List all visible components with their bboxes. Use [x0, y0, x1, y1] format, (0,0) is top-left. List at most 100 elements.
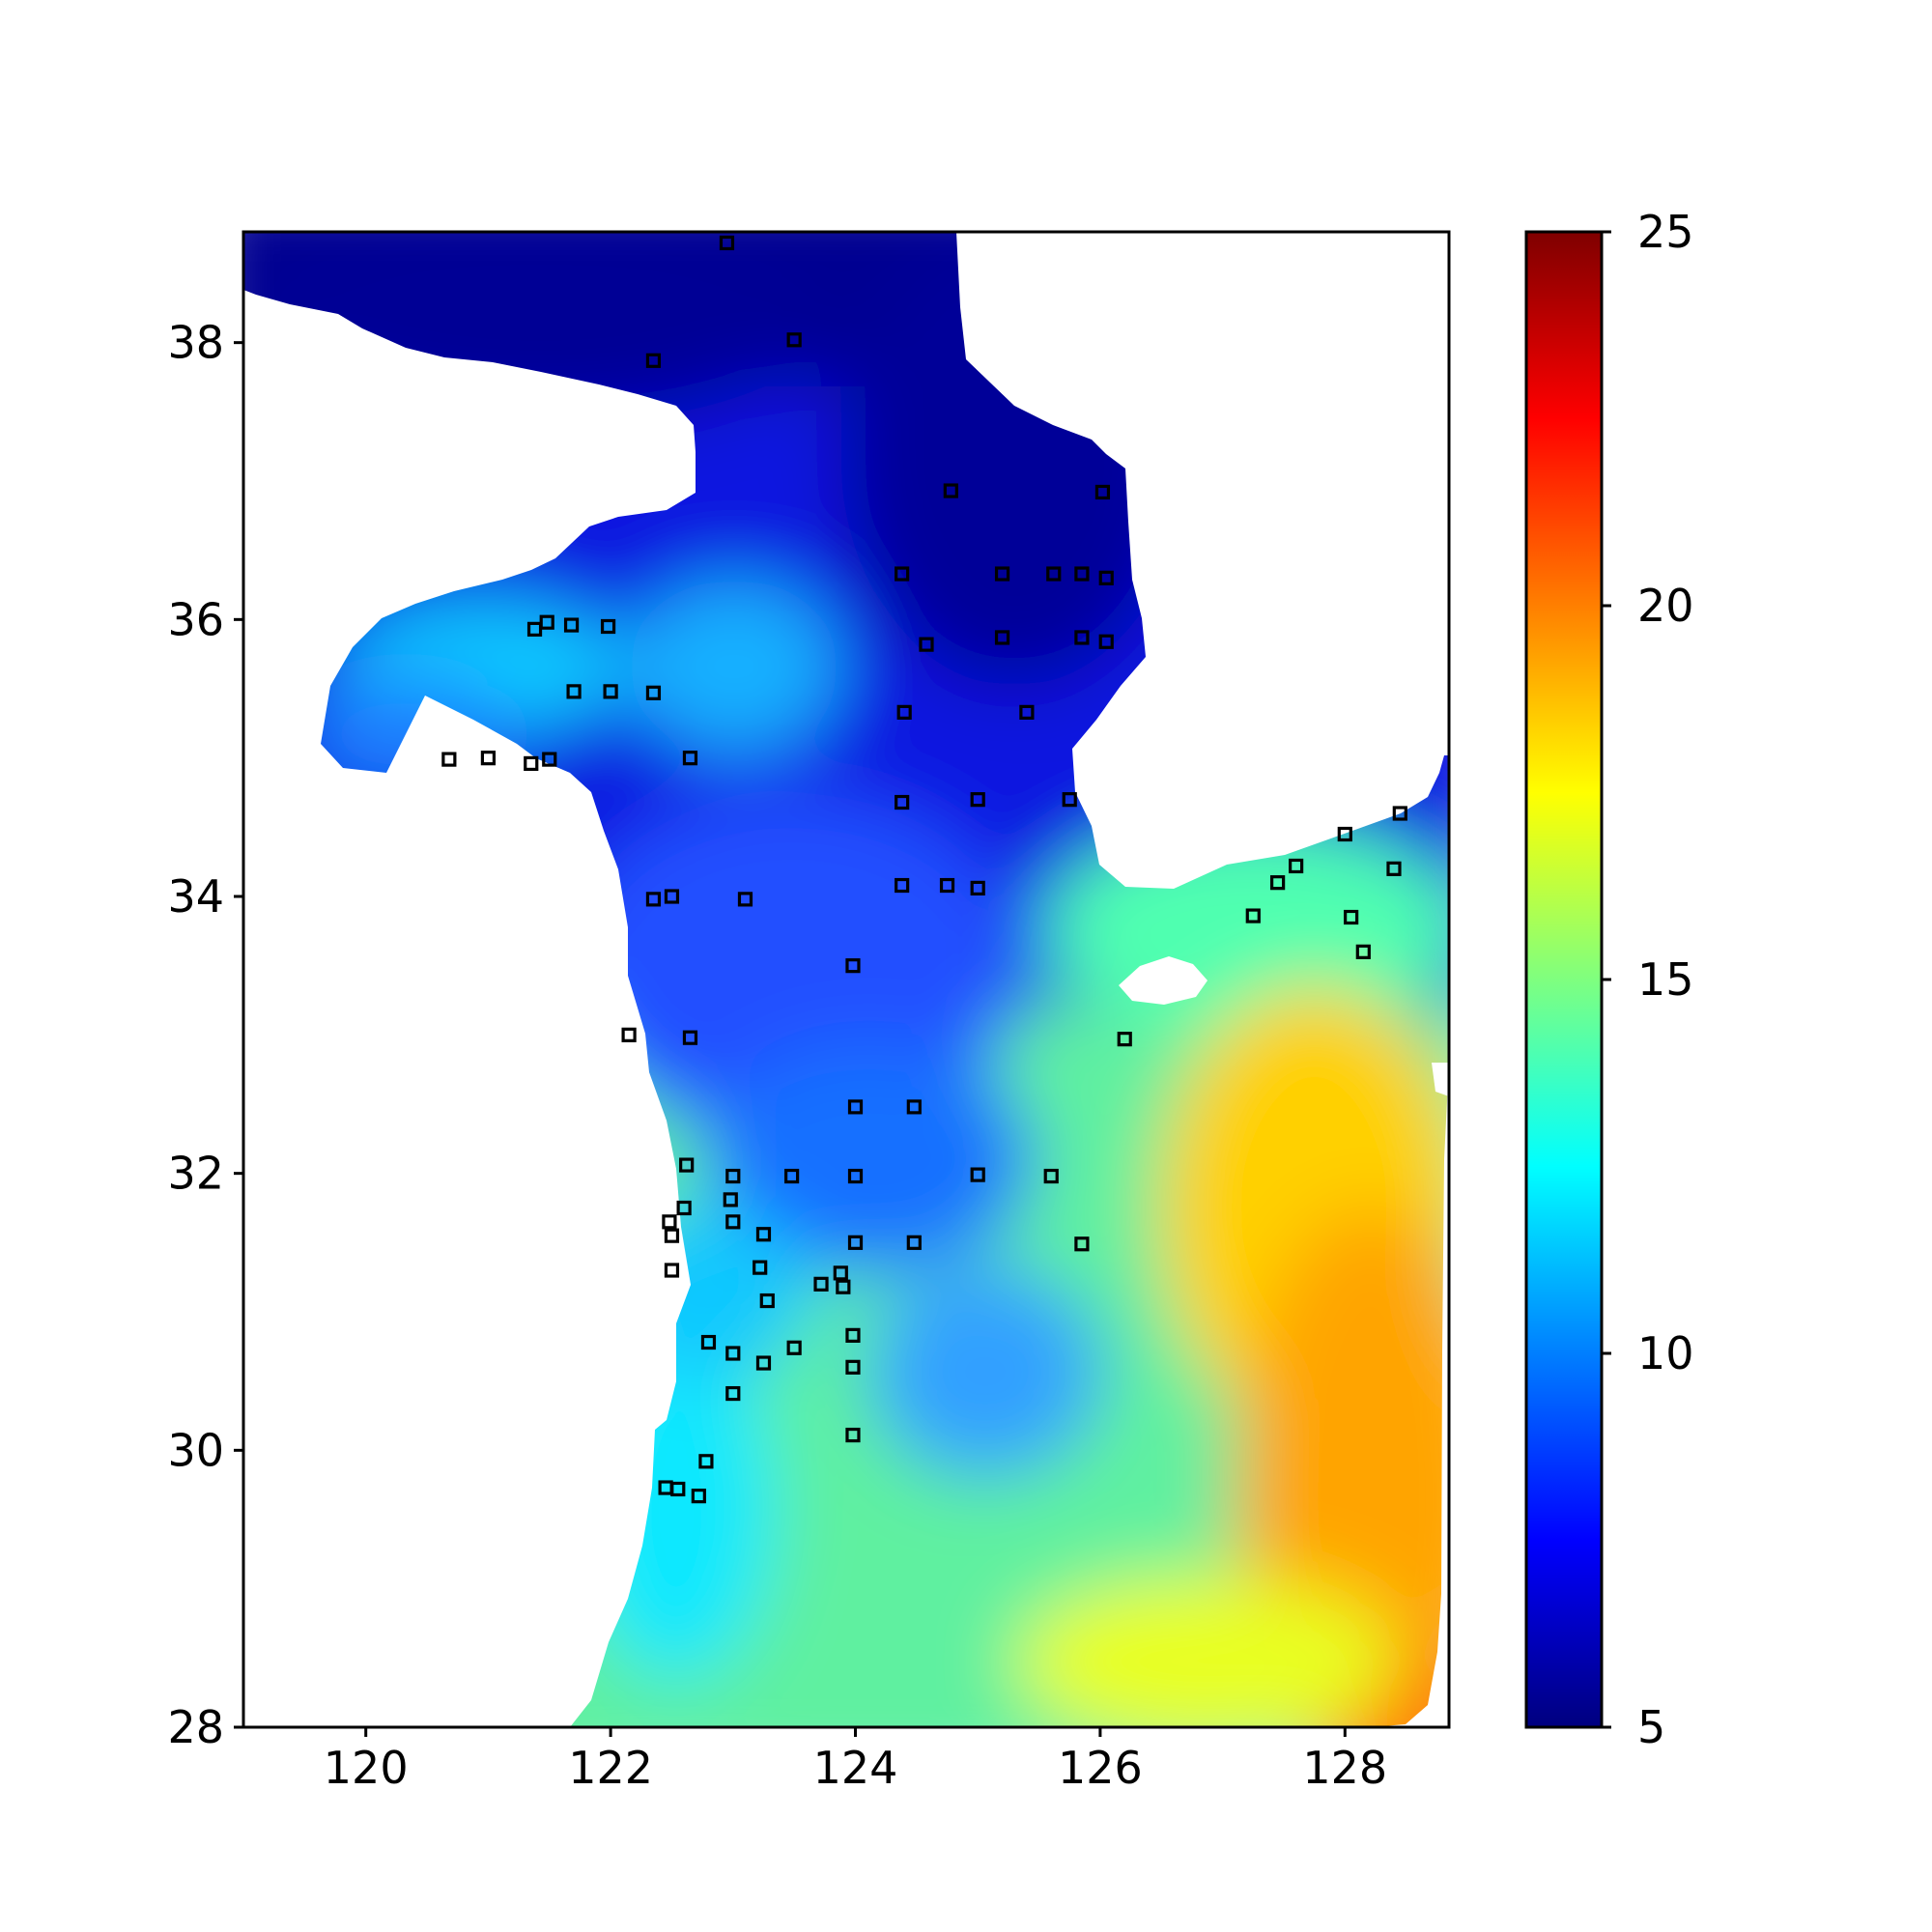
- colorbar-tick-label: 15: [1637, 953, 1694, 1006]
- station-marker: [1094, 484, 1111, 500]
- station-marker: [664, 1263, 680, 1278]
- station-marker: [566, 684, 582, 699]
- station-marker: [994, 566, 1010, 582]
- station-marker: [755, 1227, 772, 1242]
- station-marker: [896, 704, 912, 720]
- field-yellow-south: [1014, 1575, 1401, 1727]
- station-marker: [542, 752, 557, 767]
- station-marker: [725, 1214, 741, 1230]
- station-marker: [970, 880, 985, 896]
- station-marker: [1355, 944, 1371, 959]
- station-marker: [1019, 704, 1035, 720]
- station-marker: [563, 617, 580, 633]
- station-marker: [813, 1276, 829, 1292]
- station-marker: [786, 332, 802, 348]
- station-marker: [679, 1157, 695, 1173]
- station-marker: [441, 752, 457, 767]
- station-marker: [725, 1346, 741, 1361]
- station-marker: [1386, 861, 1402, 876]
- station-marker: [970, 1167, 985, 1182]
- station-marker: [847, 1099, 864, 1115]
- station-marker: [847, 1235, 864, 1250]
- station-marker: [759, 1293, 775, 1309]
- station-marker: [737, 892, 753, 907]
- y-tick-label: 30: [167, 1424, 224, 1476]
- y-tick-label: 36: [167, 593, 224, 645]
- axes-frame: [242, 230, 1451, 1729]
- station-marker: [676, 1200, 692, 1216]
- station-marker: [784, 1168, 800, 1184]
- station-marker: [753, 1260, 768, 1275]
- station-marker: [895, 794, 910, 810]
- station-marker: [970, 792, 985, 808]
- station-marker: [845, 1327, 861, 1343]
- y-axis: 28 30 32 34 36 38: [167, 317, 243, 1753]
- station-marker: [1392, 806, 1407, 821]
- y-tick-label: 28: [167, 1701, 224, 1753]
- station-marker: [700, 1334, 717, 1350]
- station-marker: [723, 1192, 738, 1208]
- station-marker: [682, 751, 698, 766]
- station-marker: [1074, 630, 1090, 645]
- station-marker: [664, 1228, 680, 1243]
- station-marker: [725, 1385, 741, 1402]
- station-marker: [1062, 792, 1077, 808]
- station-marker: [621, 1027, 637, 1042]
- x-tick-label: 126: [1058, 1742, 1143, 1794]
- station-marker: [755, 1355, 772, 1371]
- x-tick-label: 122: [568, 1742, 653, 1794]
- station-marker: [1245, 908, 1261, 923]
- x-tick-label: 128: [1302, 1742, 1387, 1794]
- plot-area: 120 122 124 126 128 28 30 32 34 36 38: [167, 230, 1451, 1794]
- y-tick-label: 38: [167, 317, 224, 369]
- colorbar-ticks: 5 10 15 20 25: [1602, 206, 1694, 1753]
- field-blue-southwest: [869, 1265, 1101, 1478]
- station-marker: [845, 1427, 861, 1443]
- station-marker: [698, 1454, 714, 1469]
- colorbar-tick-label: 20: [1637, 580, 1694, 632]
- station-marker: [645, 353, 662, 368]
- station-marker: [682, 1030, 698, 1045]
- station-marker: [1289, 858, 1304, 874]
- field-cyan-center: [628, 580, 840, 753]
- station-marker: [895, 877, 910, 894]
- colorbar-tick-label: 5: [1637, 1701, 1665, 1753]
- station-marker: [1270, 875, 1286, 891]
- station-marker: [943, 483, 958, 498]
- station-marker: [1098, 570, 1114, 585]
- station-marker: [847, 1168, 864, 1184]
- station-marker: [906, 1235, 922, 1250]
- station-marker: [906, 1099, 922, 1115]
- station-marker: [645, 685, 662, 700]
- colorbar-tick-label: 10: [1637, 1327, 1694, 1379]
- station-marker: [845, 958, 861, 974]
- stations: [441, 235, 1407, 1504]
- station-marker: [1043, 1168, 1059, 1184]
- station-marker: [845, 1359, 861, 1375]
- station-marker: [719, 235, 735, 251]
- station-marker: [1046, 566, 1062, 582]
- station-marker: [919, 637, 934, 652]
- land-mask: [1119, 956, 1449, 1096]
- station-marker: [1074, 1236, 1090, 1252]
- station-marker: [1344, 909, 1359, 925]
- station-marker: [833, 1265, 848, 1281]
- station-marker: [939, 877, 955, 894]
- station-marker: [994, 630, 1010, 645]
- station-marker: [725, 1168, 741, 1184]
- station-marker: [1117, 1032, 1132, 1047]
- colorbar: 5 10 15 20 25: [1524, 206, 1694, 1753]
- station-marker: [1074, 566, 1090, 582]
- station-marker: [1098, 634, 1114, 649]
- y-tick-label: 34: [167, 870, 224, 923]
- station-marker: [1337, 826, 1352, 842]
- x-tick-label: 124: [813, 1742, 898, 1794]
- y-tick-label: 32: [167, 1148, 224, 1200]
- east-land-patch: [1432, 1063, 1449, 1096]
- station-marker: [524, 755, 539, 772]
- station-marker: [603, 684, 618, 699]
- jeju-island: [1119, 956, 1208, 1005]
- station-marker: [836, 1279, 851, 1294]
- station-marker: [895, 566, 910, 582]
